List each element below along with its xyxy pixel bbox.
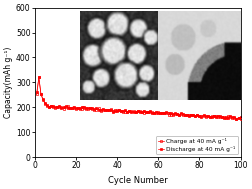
Discharge at 40 mA g⁻¹ <box>37 76 40 79</box>
Charge at 40 mA g⁻¹ <box>35 93 38 95</box>
Discharge at 40 mA g⁻¹ <box>159 112 162 114</box>
Discharge at 40 mA g⁻¹ <box>235 118 238 120</box>
Charge at 40 mA g⁻¹ <box>231 117 234 119</box>
Charge at 40 mA g⁻¹ <box>37 76 40 79</box>
Legend: Charge at 40 mA g⁻¹, Discharge at 40 mA g⁻¹: Charge at 40 mA g⁻¹, Discharge at 40 mA … <box>155 136 238 154</box>
Line: Charge at 40 mA g⁻¹: Charge at 40 mA g⁻¹ <box>35 76 242 121</box>
Discharge at 40 mA g⁻¹ <box>142 109 145 112</box>
Discharge at 40 mA g⁻¹ <box>239 116 242 119</box>
Charge at 40 mA g⁻¹ <box>239 118 242 120</box>
Line: Discharge at 40 mA g⁻¹: Discharge at 40 mA g⁻¹ <box>35 76 242 120</box>
Charge at 40 mA g⁻¹ <box>85 108 88 110</box>
Charge at 40 mA g⁻¹ <box>235 118 238 121</box>
Y-axis label: Capacity(mAh g⁻¹): Capacity(mAh g⁻¹) <box>4 47 13 118</box>
Discharge at 40 mA g⁻¹ <box>76 107 79 109</box>
Charge at 40 mA g⁻¹ <box>225 116 228 118</box>
X-axis label: Cycle Number: Cycle Number <box>108 176 168 185</box>
Charge at 40 mA g⁻¹ <box>142 112 145 114</box>
Charge at 40 mA g⁻¹ <box>76 107 79 109</box>
Charge at 40 mA g⁻¹ <box>159 112 162 115</box>
Discharge at 40 mA g⁻¹ <box>35 91 38 94</box>
Discharge at 40 mA g⁻¹ <box>85 107 88 109</box>
Discharge at 40 mA g⁻¹ <box>231 116 234 119</box>
Discharge at 40 mA g⁻¹ <box>225 116 228 119</box>
